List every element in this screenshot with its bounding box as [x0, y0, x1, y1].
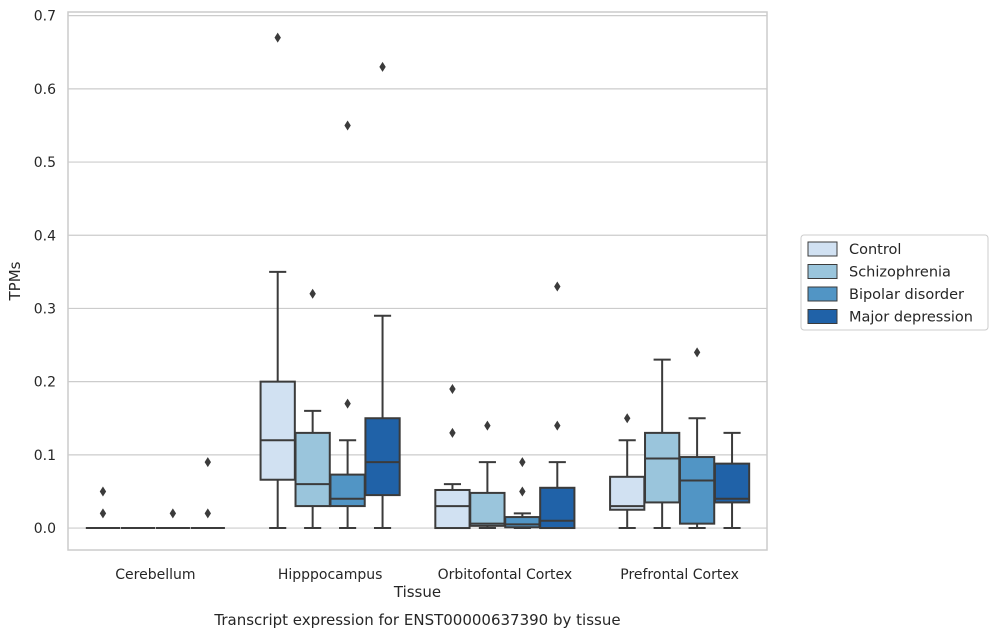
legend-swatch [807, 264, 838, 279]
outlier-point [449, 383, 456, 394]
outlier-point [519, 457, 526, 468]
y-tick-labels: 0.0 0.1 0.2 0.3 0.4 0.5 0.6 0.7 [34, 9, 56, 537]
box-3-2 [678, 347, 716, 530]
box-1-1 [294, 288, 331, 530]
outlier-point [554, 281, 561, 292]
box-1-0 [259, 32, 296, 530]
x-axis-label: Tissue [393, 583, 441, 601]
outlier-point [379, 61, 386, 72]
outlier-point [99, 508, 107, 519]
x-tick-labels: Cerebellum Hipppocampus Orbitofontal Corte… [115, 567, 739, 583]
outlier-point [519, 486, 526, 497]
box-0-0 [85, 486, 121, 530]
legend-label: Bipolar disorder [849, 287, 964, 303]
x-tick-label: Prefrontal Cortex [620, 567, 739, 583]
y-tick-label: 0.6 [34, 82, 56, 98]
box-iqr [539, 486, 576, 530]
box-3-1 [644, 358, 681, 530]
box-2-2 [504, 457, 541, 530]
legend-frame [800, 234, 989, 331]
legend-swatch [807, 241, 838, 257]
box-iqr [713, 462, 751, 504]
outlier-point [309, 288, 316, 299]
box-iqr [469, 491, 506, 527]
outlier-point [204, 508, 211, 519]
box-1-2 [329, 120, 366, 530]
box-iqr [644, 431, 681, 504]
outlier-point [274, 32, 281, 43]
plot-frame [67, 11, 768, 551]
y-tick-label: 0.4 [34, 228, 56, 244]
legend-swatch [807, 309, 838, 324]
y-tick-label: 0.3 [34, 301, 56, 317]
legend-label: Schizophrenia [849, 265, 951, 281]
box-2-0 [434, 383, 471, 530]
box-iqr [609, 475, 646, 511]
outlier-point [693, 347, 701, 358]
outlier-point [204, 457, 211, 468]
outlier-point [449, 427, 456, 438]
y-tick-label: 0.1 [34, 448, 56, 464]
box-iqr [329, 473, 366, 508]
box-iqr [678, 456, 716, 525]
y-tick-label: 0.2 [34, 375, 56, 391]
y-axis-label: TPMs [6, 261, 24, 301]
box-iqr [259, 380, 296, 481]
box-0-2 [155, 508, 190, 530]
box-iqr [434, 488, 471, 530]
box-iqr [294, 431, 331, 508]
legend-swatch [807, 286, 838, 302]
outlier-point [99, 486, 107, 497]
y-tick-label: 0.7 [34, 9, 56, 25]
outlier-point [344, 398, 351, 409]
x-tick-label: Cerebellum [115, 567, 195, 583]
x-tick-label: Orbitofontal Cortex [438, 567, 573, 583]
grid-lines [68, 15, 767, 529]
outlier-point [624, 413, 631, 424]
legend-label: Major depression [849, 310, 973, 326]
x-tick-label: Hipppocampus [278, 567, 383, 583]
outlier-point [554, 420, 561, 431]
boxes [85, 32, 751, 530]
outlier-point [344, 120, 351, 131]
outlier-point [169, 508, 177, 519]
legend-label: Control [849, 242, 901, 258]
legend: Control Schizophrenia Bipolar disorder Majo… [800, 234, 989, 331]
y-tick-label: 0.0 [34, 521, 56, 537]
y-tick-label: 0.5 [34, 155, 56, 171]
box-iqr [364, 417, 401, 497]
box-2-1 [469, 420, 506, 530]
box-iqr [504, 516, 541, 529]
box-3-3 [713, 431, 751, 530]
chart-caption: Transcript expression for ENST0000063739… [213, 611, 620, 629]
box-3-0 [609, 413, 646, 530]
box-0-3 [190, 457, 225, 530]
box-1-3 [364, 61, 401, 530]
outlier-point [484, 420, 491, 431]
box-2-3 [539, 281, 576, 530]
